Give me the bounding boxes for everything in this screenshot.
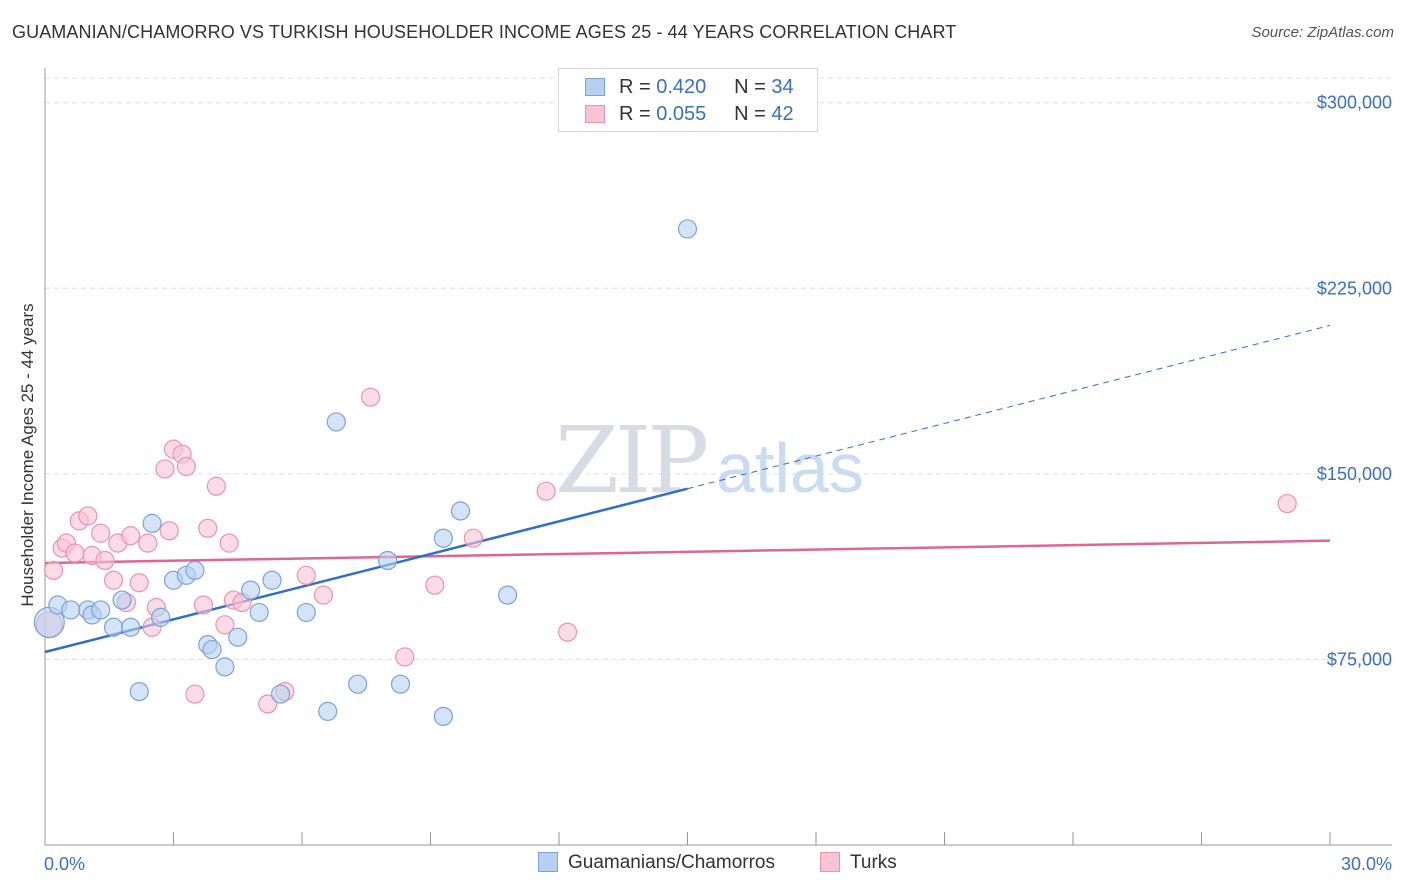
y-tick-label: $225,000: [1317, 278, 1392, 298]
x-tick-label: 0.0%: [44, 854, 85, 874]
point-guamanians: [677, 219, 698, 239]
point-guamanians: [326, 412, 346, 432]
point-turks: [103, 570, 124, 590]
point-turks: [193, 595, 214, 615]
point-turks: [395, 647, 415, 667]
point-guamanians: [241, 580, 261, 600]
legend-r-value: 0.420: [656, 76, 707, 98]
trend-line-turks: [44, 539, 1331, 565]
legend-label-guamanians: Guamanians/Chamorros: [568, 852, 775, 873]
point-guamanians: [433, 706, 453, 726]
point-guamanians: [112, 590, 132, 610]
y-tick-label: $300,000: [1317, 93, 1392, 113]
stats-legend: R = 0.420 N = 34 R = 0.055 N = 42: [558, 68, 818, 132]
point-guamanians: [121, 617, 141, 637]
point-turks: [463, 528, 483, 548]
point-turks: [360, 387, 381, 407]
point-guamanians: [103, 617, 124, 637]
point-guamanians: [202, 639, 222, 660]
point-guamanians: [262, 570, 282, 590]
point-turks: [176, 456, 196, 477]
legend-n-value: 34: [771, 76, 794, 98]
point-guamanians: [270, 684, 291, 704]
legend-n-label: N =: [734, 103, 766, 125]
point-turks: [425, 575, 445, 595]
point-turks: [185, 684, 205, 704]
point-guamanians: [390, 674, 411, 694]
point-guamanians: [296, 602, 316, 623]
legend-r-value: 0.055: [656, 103, 707, 125]
point-guamanians: [450, 501, 471, 521]
point-guamanians: [498, 585, 518, 605]
point-guamanians: [378, 550, 398, 571]
watermark: ZIP atlas: [555, 407, 864, 514]
point-guamanians: [348, 674, 368, 694]
legend-label-turks: Turks: [850, 852, 897, 873]
point-turks: [78, 506, 98, 526]
chart-title: GUAMANIAN/CHAMORRO VS TURKISH HOUSEHOLDE…: [12, 22, 957, 42]
point-guamanians: [151, 607, 171, 627]
bottom-legend-turks[interactable]: Turks: [820, 852, 897, 874]
point-guamanians: [142, 513, 162, 533]
point-guamanians: [91, 600, 111, 620]
point-guamanians: [249, 602, 269, 623]
source-label: Source: ZipAtlas.com: [1251, 24, 1394, 41]
point-turks: [198, 518, 218, 538]
y-axis-title: Householder Income Ages 25 - 44 years: [18, 303, 37, 606]
gridlines: [45, 77, 1392, 660]
legend-r-label: R =: [619, 103, 651, 125]
point-turks: [296, 565, 316, 585]
point-turks: [536, 481, 556, 501]
legend-n-label: N =: [734, 76, 766, 98]
point-turks: [129, 573, 149, 593]
point-turks: [121, 526, 141, 546]
watermark-zip: ZIP: [555, 407, 706, 514]
point-turks: [557, 622, 578, 642]
x-tick-label: 30.0%: [1341, 854, 1392, 874]
watermark-atlas: atlas: [716, 429, 864, 507]
point-guamanians: [228, 627, 248, 647]
point-turks: [65, 543, 85, 563]
point-turks: [215, 615, 235, 635]
axes: [44, 68, 1392, 846]
point-guamanians: [129, 681, 149, 702]
point-guamanians: [61, 600, 81, 620]
point-guamanians: [433, 528, 453, 548]
legend-swatch-guamanians: [538, 852, 558, 872]
data-points: [33, 219, 1297, 726]
legend-swatch-turks: [820, 852, 840, 872]
point-turks: [159, 521, 179, 541]
trend-line-guamanians: [44, 487, 688, 654]
y-tick-label: $75,000: [1327, 649, 1392, 669]
point-guamanians: [185, 560, 205, 580]
point-turks: [219, 533, 239, 553]
point-turks: [91, 523, 111, 543]
point-turks: [138, 533, 158, 553]
point-turks: [313, 585, 334, 605]
legend-swatch-guamanians: [585, 78, 605, 96]
point-turks: [206, 476, 226, 496]
legend-swatch-turks: [585, 105, 605, 123]
y-tick-label: $150,000: [1317, 464, 1392, 484]
trend-line-guamanians-extension: [687, 324, 1331, 490]
tick-labels: $75,000 $150,000 $225,000 $300,000 0.0% 30.0%: [44, 93, 1392, 874]
point-turks: [258, 694, 278, 714]
point-turks: [1277, 493, 1297, 514]
legend-r-label: R =: [619, 76, 651, 98]
bottom-legend-guamanians[interactable]: Guamanians/Chamorros: [538, 852, 775, 874]
point-guamanians: [318, 701, 338, 721]
point-turks: [95, 550, 115, 571]
point-guamanians: [215, 657, 235, 677]
point-turks: [155, 459, 175, 479]
point-turks: [43, 560, 64, 580]
legend-n-value: 42: [771, 103, 794, 125]
